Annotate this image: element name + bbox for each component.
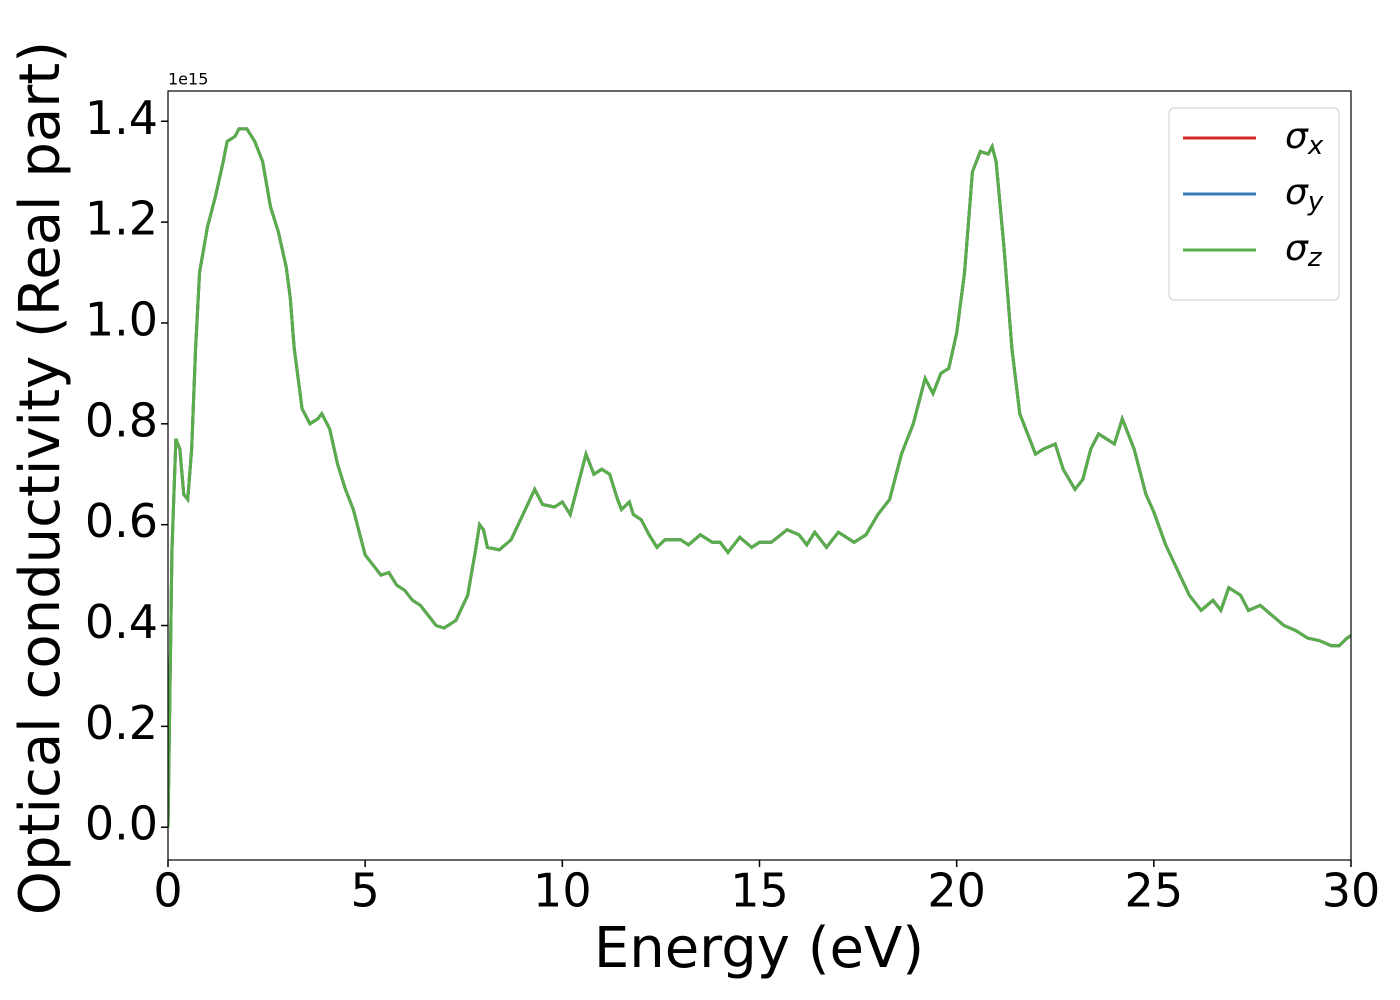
y-tick-label: 1.4 <box>85 91 158 145</box>
x-tick-label: 10 <box>533 864 592 918</box>
y-axis-label: Optical conductivity (Real part) <box>8 41 73 915</box>
y-tick-label: 1.0 <box>85 292 158 346</box>
x-axis-label: Energy (eV) <box>594 916 924 981</box>
legend-label: σz <box>1285 228 1323 273</box>
y-tick-label: 1.2 <box>85 192 158 246</box>
series-line <box>168 127 1351 828</box>
plot-frame <box>167 90 1352 861</box>
y-tick-label: 0.4 <box>85 595 158 649</box>
x-tick-label: 25 <box>1125 864 1184 918</box>
legend-label: σx <box>1285 116 1324 161</box>
y-tick-label: 0.0 <box>85 797 158 851</box>
x-tick-label: 20 <box>927 864 986 918</box>
x-tick-label: 0 <box>153 864 182 918</box>
legend-label: σy <box>1285 172 1324 217</box>
x-tick-label: 5 <box>351 864 380 918</box>
x-tick-label: 15 <box>730 864 789 918</box>
y-tick-label: 0.2 <box>85 696 158 750</box>
y-offset-label: 1e15 <box>168 70 208 89</box>
y-tick-label: 0.6 <box>85 494 158 548</box>
legend-box <box>1168 107 1340 301</box>
y-tick-label: 0.8 <box>85 393 158 447</box>
x-tick-label: 30 <box>1322 864 1381 918</box>
